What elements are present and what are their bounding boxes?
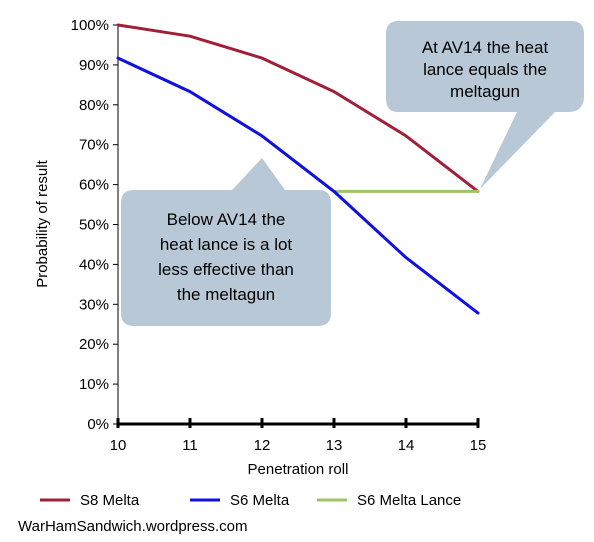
- series-line-s8-melta: [116, 23, 480, 193]
- legend-label: S6 Melta Lance: [357, 492, 461, 509]
- y-tick-label: 20%: [79, 336, 109, 353]
- legend-label: S8 Melta: [80, 492, 140, 509]
- y-tick-label: 60%: [79, 177, 109, 194]
- legend: S8 Melta S6 Melta S6 Melta Lance: [40, 492, 461, 509]
- y-tick-label: 50%: [79, 217, 109, 234]
- callout-bubble-below-av14: [121, 158, 331, 326]
- callout-text-below-av14: the meltagun: [177, 285, 275, 304]
- x-tick-label: 14: [398, 437, 415, 454]
- callout-text-av14: At AV14 the heat: [422, 38, 549, 57]
- y-tick-label: 100%: [71, 17, 109, 34]
- y-tick-label: 30%: [79, 296, 109, 313]
- callout-bubble-av14: [386, 21, 584, 189]
- x-tick-label: 11: [182, 437, 198, 454]
- callout-text-below-av14: Below AV14 the: [167, 210, 286, 229]
- y-tick-label: 10%: [79, 376, 109, 393]
- credit-text: WarHamSandwich.wordpress.com: [18, 518, 248, 535]
- callout-text-below-av14: less effective than: [158, 260, 294, 279]
- y-axis-title: Probability of result: [34, 159, 51, 287]
- y-tick-label: 80%: [79, 97, 109, 114]
- callout-text-av14: lance equals the: [423, 60, 547, 79]
- y-tick-label: 90%: [79, 57, 109, 74]
- series-layer: [116, 23, 480, 315]
- y-tick-label: 40%: [79, 256, 109, 273]
- callouts: At AV14 the heat lance equals the meltagun…: [121, 21, 584, 326]
- y-tick-label: 0%: [87, 416, 109, 433]
- series-line-s6-melta: [116, 56, 480, 315]
- x-tick-label: 13: [326, 437, 343, 454]
- x-tick-label: 10: [110, 437, 127, 454]
- axes: 0% 10% 20% 30% 40% 50% 60% 70% 80% 90% 100% 10 11 12 1…: [71, 17, 487, 454]
- callout-text-below-av14: heat lance is a lot: [160, 235, 293, 254]
- x-tick-label: 15: [470, 437, 487, 454]
- callout-text-av14: meltagun: [450, 82, 520, 101]
- x-tick-label: 12: [254, 437, 271, 454]
- x-axis-title: Penetration roll: [248, 461, 349, 478]
- legend-label: S6 Melta: [230, 492, 290, 509]
- y-tick-label: 70%: [79, 137, 109, 154]
